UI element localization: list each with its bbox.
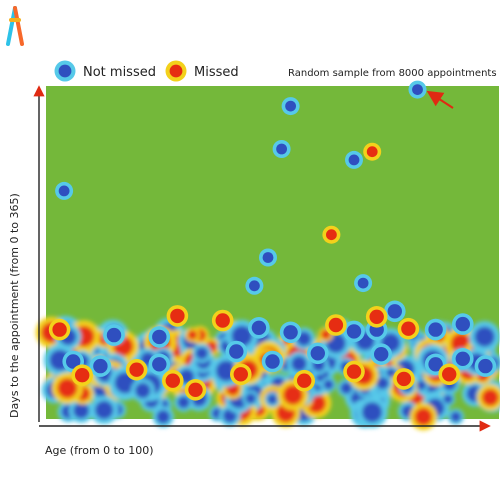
not-missed-dense-mark <box>443 394 453 404</box>
not-missed-point <box>346 324 362 339</box>
not-missed-point <box>229 344 244 359</box>
legend: Not missed Missed <box>54 60 239 82</box>
not-missed-dense-mark <box>340 382 353 394</box>
not-missed-dense-mark <box>362 402 383 423</box>
not-missed-point <box>58 185 70 197</box>
not-missed-dense-mark <box>156 410 170 424</box>
missed-point <box>396 371 412 387</box>
triangle-logo-icon <box>6 6 17 46</box>
x-axis-label: Age (from 0 to 100) <box>45 444 153 457</box>
not-missed-point <box>478 358 493 374</box>
not-missed-point <box>93 358 108 374</box>
not-missed-point <box>310 346 325 361</box>
missed-point <box>346 364 362 379</box>
not-missed-point <box>455 351 470 366</box>
missed-legend-inner <box>169 64 183 78</box>
not-missed-point <box>357 277 369 289</box>
missed-point <box>215 313 230 328</box>
not-missed-point <box>265 354 280 369</box>
missed-point <box>366 146 378 158</box>
missed-point <box>326 229 337 241</box>
missed-point <box>52 322 67 337</box>
missed-point <box>129 362 144 377</box>
not-missed-dense-mark <box>267 394 278 405</box>
not-missed-dense-mark <box>450 411 461 422</box>
missed-point <box>442 367 457 382</box>
missed-point <box>170 308 185 324</box>
missed-point <box>233 367 248 382</box>
sample-note: Random sample from 8000 appointments <box>288 68 497 79</box>
legend-missed-label: Missed <box>194 65 239 80</box>
not-missed-point <box>387 304 402 319</box>
missed-point <box>165 373 180 388</box>
missed-dense-mark <box>414 407 433 426</box>
not-missed-dense-mark <box>94 400 114 420</box>
not-missed-dense-mark <box>291 356 307 372</box>
not-missed-point <box>348 154 360 166</box>
missed-point <box>297 373 312 388</box>
not-missed-point <box>152 329 167 345</box>
not-missed-dense-mark <box>376 377 389 390</box>
not-missed-dense-mark <box>416 380 427 391</box>
not-missed-dense-mark <box>135 382 151 399</box>
missed-point <box>75 368 90 383</box>
missed-dense-mark <box>57 378 78 399</box>
not-missed-point <box>276 143 287 155</box>
not-missed-point <box>249 280 260 292</box>
logo <box>6 6 24 46</box>
not-missed-dense-mark <box>195 347 208 360</box>
annotation-arrow <box>426 90 454 109</box>
not-missed-point <box>66 354 81 369</box>
not-missed-dense-mark <box>73 402 90 419</box>
not-missed-point <box>285 100 296 112</box>
not-missed-legend-inner <box>58 64 72 78</box>
missed-point <box>188 382 203 397</box>
not-missed-dense-mark <box>323 379 334 390</box>
missed-dense-mark <box>187 330 198 340</box>
not-missed-point <box>412 84 423 95</box>
not-missed-point <box>374 347 389 362</box>
points-layer <box>48 80 497 401</box>
missed-dense-mark <box>283 384 303 405</box>
not-missed-dense-mark <box>222 408 237 423</box>
missed-point <box>401 321 416 336</box>
missed-dense-mark <box>481 389 499 406</box>
not-missed-point <box>251 320 267 335</box>
not-missed-point <box>428 322 443 337</box>
not-missed-point <box>428 357 443 372</box>
not-missed-point <box>262 252 274 263</box>
not-missed-point <box>283 325 298 340</box>
not-missed-point <box>152 357 167 372</box>
missed-point <box>369 309 384 324</box>
not-missed-dense-mark <box>474 326 495 347</box>
missed-point <box>328 317 344 333</box>
triangle-logo-icon-right <box>13 6 24 46</box>
not-missed-point <box>106 327 122 343</box>
not-missed-point <box>455 316 470 332</box>
not-missed-dense-mark <box>245 393 256 404</box>
not-missed-dense-mark <box>177 396 190 409</box>
y-axis-label: Days to the appointment (from 0 to 365) <box>8 193 21 418</box>
legend-not-missed-label: Not missed <box>83 65 156 80</box>
